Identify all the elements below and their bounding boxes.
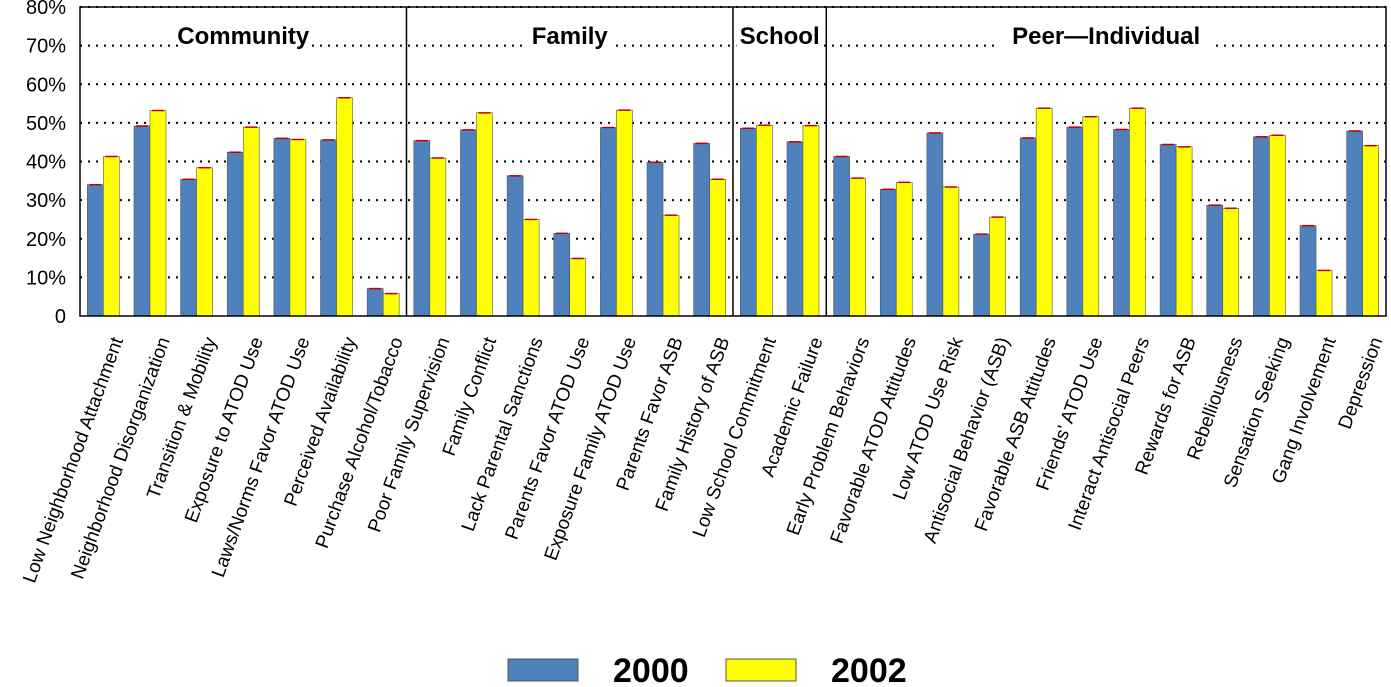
bar-2002 — [616, 109, 633, 317]
bar-2000 — [1113, 129, 1130, 317]
bar-2000 — [833, 156, 850, 317]
group-label-bg — [526, 18, 613, 48]
bar-2000 — [180, 178, 197, 317]
y-tick-label: 10% — [26, 267, 66, 289]
bar-2000 — [1299, 225, 1317, 317]
bar-2002 — [1315, 270, 1333, 317]
x-tick-label: Purchase Alcohol/Tobacco — [312, 335, 408, 552]
bar-2002 — [103, 156, 120, 317]
bar-2000 — [879, 189, 897, 317]
bar-2002 — [1175, 146, 1193, 317]
bar-2002 — [802, 125, 820, 317]
bar-2000 — [926, 132, 944, 317]
bar-2002 — [1269, 134, 1286, 317]
y-tick-label: 0 — [55, 306, 66, 328]
bar-2002 — [942, 186, 960, 317]
legend-label-2000: 2000 — [613, 652, 689, 687]
bar-2002 — [1129, 107, 1146, 317]
bar-2002 — [1035, 107, 1053, 317]
bar-2000 — [87, 184, 104, 317]
bar-2000 — [1346, 130, 1363, 317]
bar-2002 — [429, 157, 447, 317]
bar-2002 — [196, 167, 213, 317]
bar-2000 — [320, 139, 337, 317]
bar-2000 — [366, 288, 384, 317]
bar-2000 — [1253, 136, 1270, 317]
bar-2000 — [973, 233, 990, 317]
bars — [87, 97, 1379, 317]
bar-2002 — [476, 112, 493, 317]
bar-2000 — [1019, 137, 1037, 317]
bar-2002 — [849, 177, 866, 317]
bar-2000 — [1159, 144, 1177, 317]
group-label-bg — [736, 18, 823, 48]
bar-2002 — [1082, 116, 1100, 317]
bar-2000 — [226, 151, 244, 317]
bar-2002 — [336, 97, 353, 317]
bar-2000 — [1206, 204, 1224, 317]
y-tick-label: 60% — [26, 74, 66, 96]
bar-2002 — [522, 219, 540, 317]
group-label-bg — [178, 18, 309, 48]
group-labels: Community Family School Peer—Individual — [177, 18, 1215, 50]
bar-2000 — [133, 125, 151, 317]
bar-2002 — [242, 126, 260, 317]
bar-2002 — [989, 216, 1006, 317]
x-tick-label: Depression — [1335, 335, 1388, 432]
bar-2002 — [382, 293, 400, 317]
bar-2000 — [273, 138, 291, 317]
bar-2000 — [460, 129, 477, 317]
bar-2002 — [709, 178, 726, 317]
x-axis: Low Neighborhood AttachmentNeighborhood … — [19, 334, 1387, 586]
group-label-bg — [998, 18, 1215, 48]
bar-2002 — [569, 258, 587, 317]
bar-2002 — [1362, 145, 1379, 317]
bar-2000 — [786, 141, 804, 317]
bar-2000 — [600, 127, 617, 317]
x-tick-label: Antisocial Behavior (ASB) — [920, 335, 1014, 547]
y-tick-label: 80% — [26, 0, 66, 19]
x-tick-label: Parents Favor ATOD Use — [502, 335, 595, 543]
y-tick-label: 50% — [26, 113, 66, 135]
legend-label-2002: 2002 — [831, 652, 907, 687]
y-tick-label: 20% — [26, 229, 66, 251]
bar-2002 — [1222, 207, 1240, 317]
y-tick-label: 40% — [26, 152, 66, 174]
bar-2000 — [740, 127, 757, 317]
y-tick-label: 30% — [26, 190, 66, 212]
y-axis: 0 10% 20% 30% 40% 50% 60% 70% 80% — [26, 0, 66, 328]
bar-2000 — [1066, 126, 1084, 317]
legend-swatch-2002 — [725, 658, 797, 682]
plot-frame — [79, 6, 1387, 317]
group-label: School — [740, 23, 820, 50]
bar-2000 — [553, 233, 571, 317]
bar-2000 — [646, 161, 664, 317]
x-tick-label: Favorable ATOD Attitudes — [827, 335, 921, 547]
y-tick-label: 70% — [26, 36, 66, 58]
group-label: Peer—Individual — [1012, 23, 1200, 50]
bar-2000 — [413, 140, 431, 317]
legend: 2000 2002 — [507, 652, 907, 687]
bar-2002 — [149, 110, 167, 317]
bar-2000 — [506, 175, 524, 317]
bar-2000 — [693, 143, 710, 317]
group-label: Family — [532, 23, 609, 50]
legend-swatch-2000 — [507, 658, 579, 682]
bar-2002 — [756, 124, 773, 317]
group-label: Community — [177, 23, 310, 50]
bar-2002 — [895, 182, 913, 317]
bar-2002 — [289, 139, 307, 317]
bar-2002 — [662, 214, 680, 317]
